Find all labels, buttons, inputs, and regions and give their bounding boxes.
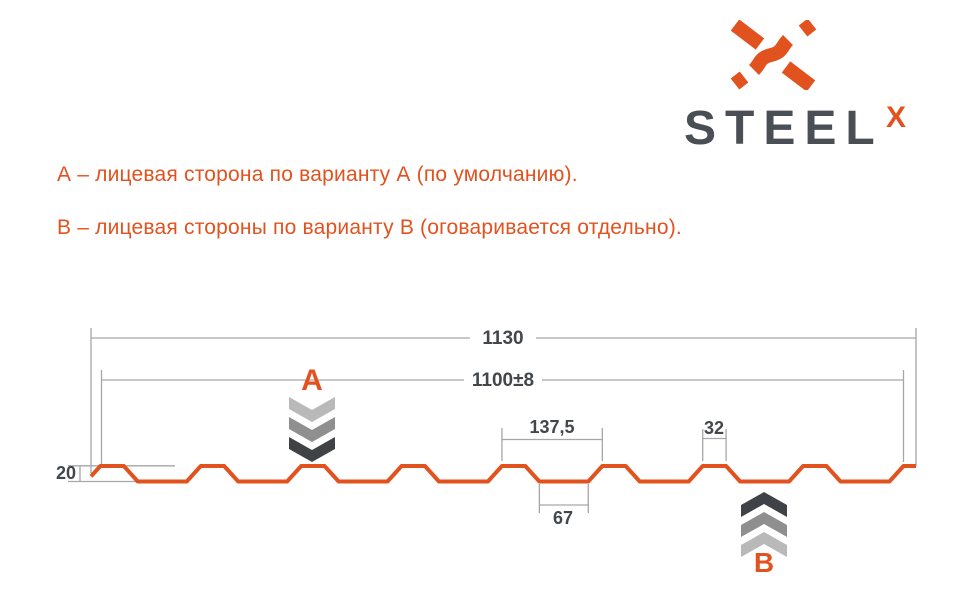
profile-line — [89, 464, 916, 484]
steelx-logo-icon — [730, 20, 817, 90]
dim-label-crest-width: 32 — [703, 418, 725, 438]
brand-name: STEEL — [684, 102, 884, 155]
marker-side-b: B — [753, 547, 775, 578]
dim-label-pitch: 137,5 — [529, 417, 575, 437]
dim-label-valley-width: 67 — [552, 508, 574, 528]
brand-sup-x: X — [886, 101, 907, 134]
chevrons-a-icon — [289, 397, 335, 462]
dim-label-working-width: 1100±8 — [471, 370, 535, 391]
dim-label-overall-width: 1130 — [482, 328, 524, 349]
note-variant-b: В – лицевая стороны по варианту В (огова… — [57, 216, 682, 239]
marker-side-a: A — [301, 364, 323, 397]
chevrons-b-icon — [741, 492, 787, 557]
dimension-lines — [68, 328, 917, 513]
dim-label-profile-height: 20 — [56, 463, 77, 483]
x-mark-strokes — [730, 20, 817, 90]
note-variant-a: А – лицевая сторона по варианту А (по ум… — [57, 163, 578, 186]
